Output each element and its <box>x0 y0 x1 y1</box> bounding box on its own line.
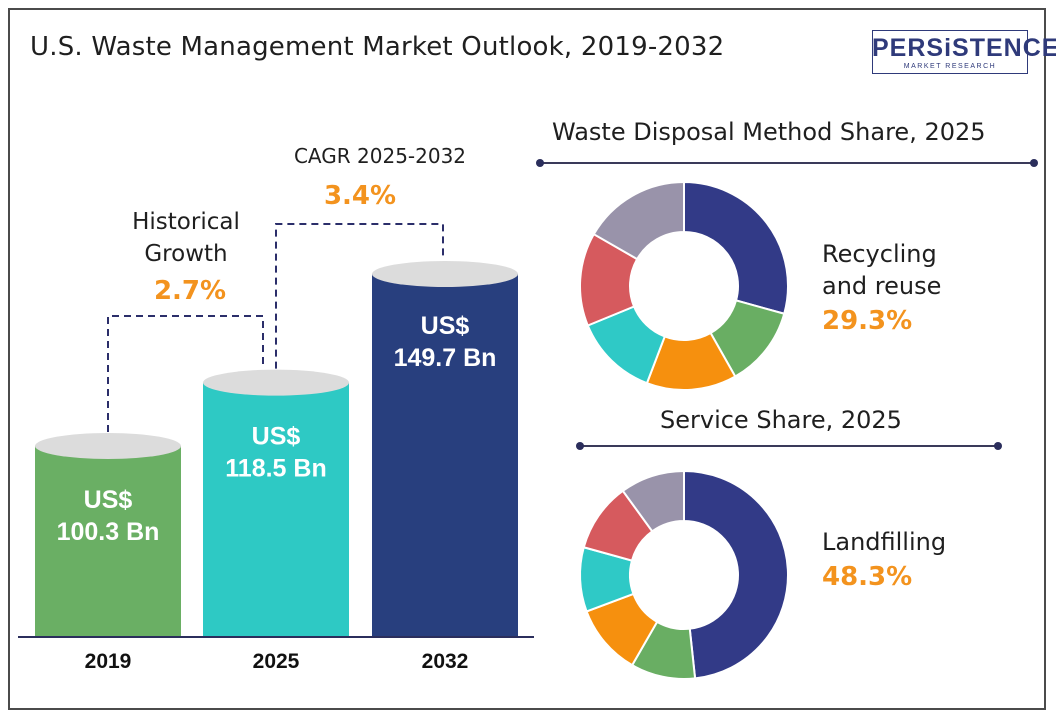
disposal-divider-dot-right <box>1030 159 1038 167</box>
service-divider <box>580 445 998 447</box>
persistence-logo: PERSiSTENCE MARKET RESEARCH <box>872 30 1056 80</box>
service-chart-title: Service Share, 2025 <box>660 406 902 434</box>
donut-slice-6 <box>592 180 685 261</box>
service-divider-dot-left <box>576 442 584 450</box>
x-tick-label-2019: 2019 <box>85 650 132 673</box>
logo-wordmark: PERSiSTENCE <box>872 34 1056 62</box>
historical-growth-label: Growth <box>144 241 227 267</box>
bar-cap-2025 <box>203 369 349 396</box>
bar-value-label-2019: 100.3 Bn <box>57 518 160 546</box>
logo-border <box>872 30 1028 74</box>
disposal-divider-dot-left <box>536 159 544 167</box>
historical-growth-label: Historical <box>132 209 240 235</box>
bar-2019 <box>35 446 181 636</box>
cagr-label: CAGR 2025-2032 <box>294 144 466 168</box>
bar-cap-2019 <box>35 433 181 459</box>
bar-value-label-2025: 118.5 Bn <box>225 455 326 483</box>
service-donut-chart <box>579 469 789 680</box>
bar-value-label-2025: US$ <box>252 423 301 451</box>
x-tick-label-2032: 2032 <box>422 650 469 673</box>
donut-slice-6 <box>621 469 685 533</box>
historical-growth-connector <box>107 315 264 432</box>
cagr-value: 3.4% <box>324 181 396 211</box>
donut-slice-1 <box>683 469 789 680</box>
bar-2032 <box>372 274 518 636</box>
disposal-chart-title: Waste Disposal Method Share, 2025 <box>552 118 986 146</box>
cagr-connector <box>275 223 444 369</box>
bar-2025 <box>203 382 349 636</box>
bar-value-label-2019: US$ <box>84 486 133 514</box>
donut-slice-1 <box>683 180 789 315</box>
page-title: U.S. Waste Management Market Outlook, 20… <box>30 32 725 62</box>
disposal-highlight-value: 29.3% <box>822 306 913 336</box>
disposal-divider <box>540 162 1034 164</box>
bar-value-label-2032: US$ <box>421 312 470 340</box>
historical-growth-value: 2.7% <box>154 276 226 306</box>
x-tick-label-2025: 2025 <box>253 650 300 673</box>
bar-value-label-2032: 149.7 Bn <box>394 344 497 372</box>
logo-tagline: MARKET RESEARCH <box>903 63 997 70</box>
bar-cap-2032 <box>372 261 518 287</box>
service-divider-dot-right <box>994 442 1002 450</box>
disposal-donut-chart <box>579 180 789 391</box>
service-highlight-value: 48.3% <box>822 562 913 592</box>
service-highlight-label: Landfilling <box>822 528 947 556</box>
disposal-highlight-label: Recycling and reuse <box>822 240 942 300</box>
